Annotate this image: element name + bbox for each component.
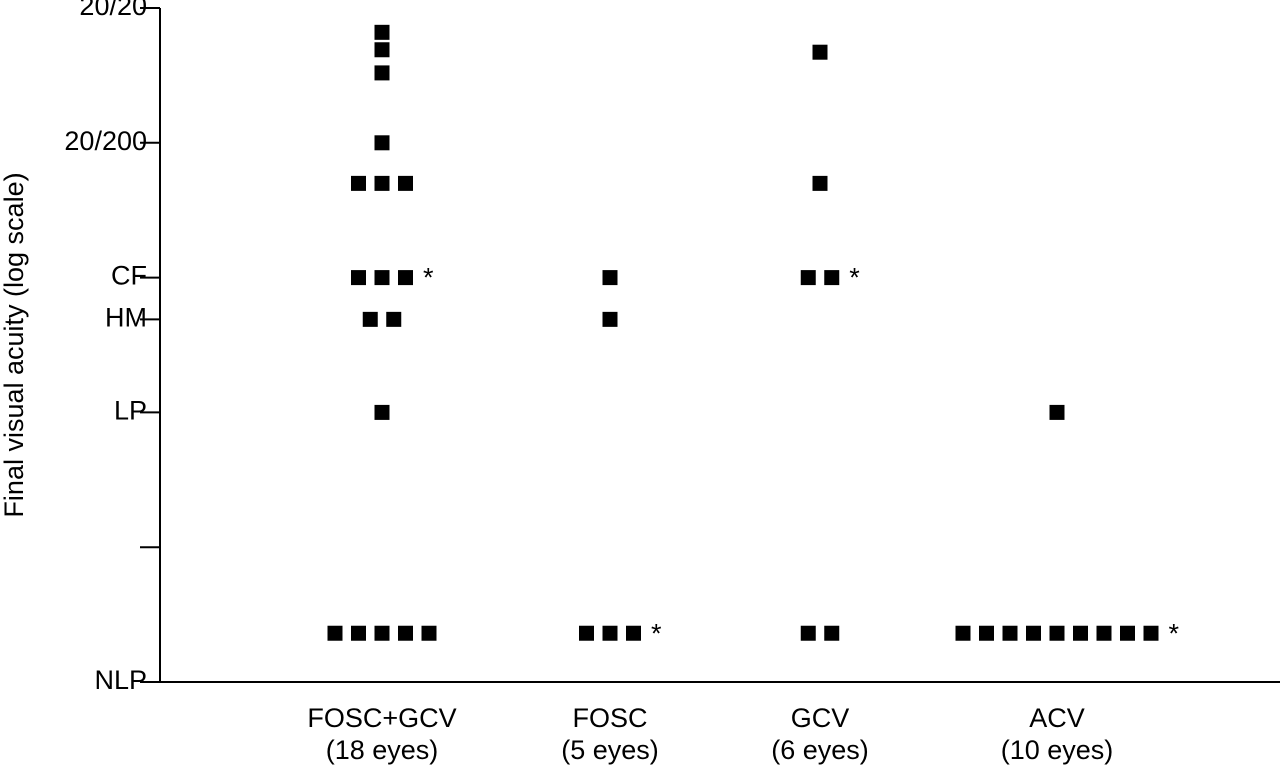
data-point [374, 42, 390, 58]
x-tick-sublabel: (6 eyes) [771, 735, 869, 765]
data-point [1073, 625, 1088, 641]
data-point [1143, 625, 1159, 641]
data-point [626, 625, 641, 641]
data-point [812, 44, 828, 60]
x-tick-label: FOSC+GCV [307, 703, 456, 733]
data-point [398, 625, 413, 641]
y-tick-label: LP [114, 396, 147, 426]
y-tick-label: HM [105, 302, 147, 332]
data-point [1096, 625, 1112, 641]
x-tick-sublabel: (5 eyes) [561, 735, 659, 765]
data-point [602, 625, 618, 641]
x-tick-label: GCV [791, 703, 850, 733]
data-point [351, 270, 366, 286]
data-point [374, 24, 390, 40]
annotation: * [1169, 618, 1180, 648]
data-point [351, 625, 366, 641]
data-point [374, 135, 390, 151]
y-tick-label: 20/200 [64, 126, 147, 156]
data-point [602, 270, 618, 286]
data-point [374, 404, 390, 420]
y-tick-label: NLP [94, 665, 147, 695]
data-point [374, 625, 390, 641]
data-point [579, 625, 594, 641]
data-point [374, 175, 390, 191]
data-point [812, 175, 828, 191]
data-point [824, 625, 840, 641]
data-point [800, 270, 816, 286]
data-point [824, 270, 840, 286]
data-point [1049, 625, 1065, 641]
data-point [800, 625, 816, 641]
data-point [374, 65, 390, 81]
x-tick-label: ACV [1029, 703, 1085, 733]
data-point [955, 625, 971, 641]
data-point [398, 175, 413, 191]
data-point [351, 175, 366, 191]
annotation: * [651, 618, 662, 648]
y-axis-label: Final visual acuity (log scale) [0, 172, 29, 517]
data-point [398, 270, 413, 286]
annotation: * [849, 263, 860, 293]
y-tick-label: 20/20 [79, 0, 147, 21]
data-point [386, 311, 402, 327]
data-point [362, 311, 378, 327]
data-point [327, 625, 343, 641]
annotation: * [423, 263, 434, 293]
data-point [602, 311, 618, 327]
data-point [1002, 625, 1018, 641]
data-point [421, 625, 437, 641]
data-point [1049, 404, 1065, 420]
y-tick-label: CF [111, 261, 147, 291]
x-tick-sublabel: (10 eyes) [1001, 735, 1114, 765]
x-tick-label: FOSC [572, 703, 647, 733]
data-point [1120, 625, 1135, 641]
data-point [1026, 625, 1041, 641]
data-point [374, 270, 390, 286]
x-tick-sublabel: (18 eyes) [326, 735, 439, 765]
data-point [979, 625, 994, 641]
